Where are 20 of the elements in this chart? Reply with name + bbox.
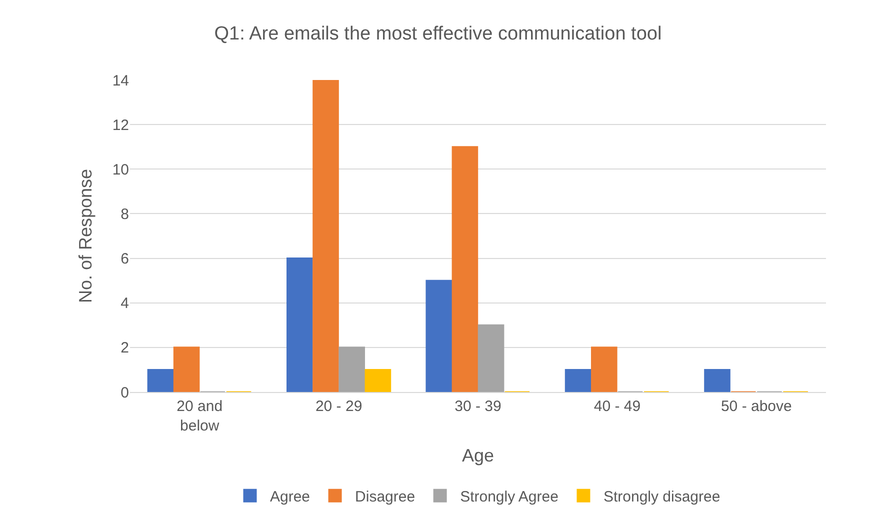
x-tick-label: 40 - 49 (594, 398, 641, 415)
y-tick-label: 6 (120, 250, 129, 268)
x-tick-label: 20 - 29 (315, 398, 362, 415)
y-tick-label: 14 (112, 72, 129, 90)
x-tick-label: 50 - above (720, 398, 792, 415)
x-tick-label: 20 and below (176, 398, 223, 434)
y-tick-label: 4 (120, 295, 129, 312)
y-tick-label: 12 (112, 116, 129, 134)
y-tick-label: 0 (120, 384, 129, 402)
x-tick-label: 30 - 39 (454, 398, 502, 415)
x-axis-title: Age (462, 446, 494, 466)
y-tick-label: 10 (112, 161, 129, 178)
legend-label: Agree (270, 488, 310, 506)
legend-label: Strongly disagree (603, 488, 720, 506)
y-axis-title: No. of Response (76, 168, 96, 304)
legend-label: Strongly Agree (460, 488, 558, 506)
chart-title: Q1: Are emails the most effective communication tool (214, 24, 662, 44)
y-tick-label: 2 (120, 340, 129, 357)
y-tick-label: 8 (120, 206, 129, 223)
legend-label: Disagree (355, 488, 416, 506)
